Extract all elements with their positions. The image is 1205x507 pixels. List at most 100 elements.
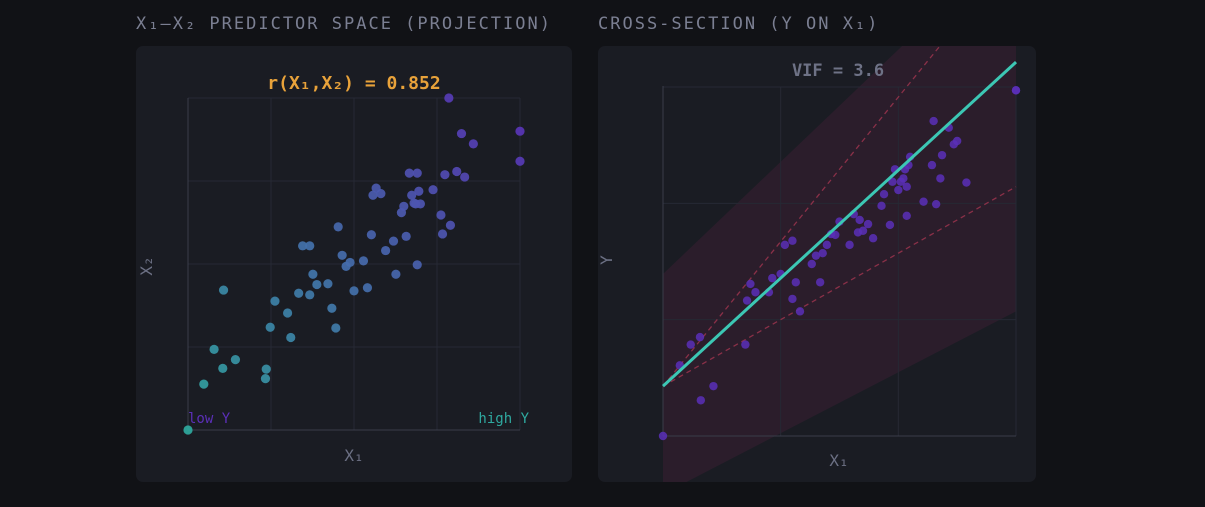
data-point xyxy=(333,222,343,232)
data-point xyxy=(929,116,938,126)
data-point xyxy=(260,374,271,384)
regression-fit-line xyxy=(661,60,1018,388)
data-point xyxy=(183,425,193,435)
data-point xyxy=(885,220,895,230)
data-point xyxy=(230,355,241,365)
left-chart-title: X₁–X₂ PREDICTOR SPACE (PROJECTION) xyxy=(136,14,552,34)
data-point xyxy=(515,126,525,136)
data-point xyxy=(807,259,816,269)
data-point xyxy=(894,185,903,195)
data-point xyxy=(863,219,873,229)
upper-slope-line xyxy=(662,46,941,387)
data-point xyxy=(919,197,928,206)
data-point xyxy=(746,279,755,289)
data-point xyxy=(456,128,467,139)
right-x-axis-label: X₁ xyxy=(829,451,848,470)
data-point xyxy=(440,170,450,180)
data-point xyxy=(218,285,229,295)
lower-slope-line xyxy=(662,186,1017,387)
data-point xyxy=(460,172,470,182)
data-point xyxy=(927,160,937,170)
data-point xyxy=(414,186,424,196)
data-point xyxy=(902,182,911,191)
data-point xyxy=(401,231,411,241)
data-point xyxy=(327,303,337,313)
left-y-axis-label: X₂ xyxy=(137,256,156,275)
data-point xyxy=(452,166,462,177)
data-point xyxy=(209,344,219,354)
data-point xyxy=(831,230,840,240)
data-point xyxy=(437,229,448,239)
data-point xyxy=(381,245,391,256)
right-chart-title: CROSS-SECTION (Y ON X₁) xyxy=(598,14,880,34)
data-point xyxy=(349,286,359,296)
data-point xyxy=(768,273,777,283)
data-point xyxy=(949,140,959,149)
data-point xyxy=(283,308,293,318)
data-point xyxy=(658,431,668,441)
data-point xyxy=(815,278,825,287)
data-point xyxy=(368,190,378,200)
data-point xyxy=(445,220,456,230)
data-point xyxy=(742,296,752,305)
data-point xyxy=(294,288,304,298)
data-point xyxy=(308,269,318,279)
data-point xyxy=(305,290,315,300)
correlation-annotation: r(X₁,X₂) = 0.852 xyxy=(267,73,440,94)
data-point xyxy=(265,322,275,332)
data-point xyxy=(337,250,347,260)
data-point xyxy=(515,156,525,166)
data-point xyxy=(407,190,417,200)
data-point xyxy=(331,323,341,333)
data-point xyxy=(855,215,864,225)
predictor-space-chart: r(X₁,X₂) = 0.852 low Y high Y X₁ X₂ xyxy=(137,73,530,465)
left-x-axis-label: X₁ xyxy=(344,446,363,465)
data-point xyxy=(936,174,945,183)
data-point xyxy=(845,240,854,250)
data-point xyxy=(686,340,695,349)
data-point xyxy=(709,381,718,391)
data-point xyxy=(751,288,760,297)
data-point xyxy=(818,248,827,258)
legend-low-y: low Y xyxy=(188,411,231,427)
predictor-space-panel: r(X₁,X₂) = 0.852 low Y high Y X₁ X₂ xyxy=(136,46,572,482)
data-point xyxy=(412,168,422,178)
data-point xyxy=(298,241,308,251)
data-point xyxy=(788,294,797,304)
data-point xyxy=(899,174,908,183)
cross-section-chart: VIF = 3.6 X₁ Y xyxy=(598,46,1021,482)
data-point xyxy=(811,251,821,260)
data-point xyxy=(902,211,911,220)
vif-annotation: VIF = 3.6 xyxy=(792,61,884,81)
data-point xyxy=(261,364,271,374)
data-point xyxy=(858,226,868,235)
data-point xyxy=(305,241,315,251)
data-point xyxy=(388,236,399,246)
data-point xyxy=(696,396,706,405)
left-points xyxy=(183,93,525,435)
data-point xyxy=(1011,86,1021,95)
data-point xyxy=(404,168,414,178)
data-point xyxy=(345,257,355,268)
data-point xyxy=(286,332,296,343)
data-point xyxy=(428,185,438,195)
right-y-axis-label: Y xyxy=(598,255,616,265)
data-point xyxy=(877,201,886,211)
data-point xyxy=(444,93,454,103)
data-point xyxy=(399,201,409,211)
data-point xyxy=(822,240,832,250)
data-point xyxy=(415,199,425,209)
data-point xyxy=(391,269,401,279)
data-point xyxy=(937,150,947,160)
cross-section-panel: VIF = 3.6 X₁ Y xyxy=(598,46,1036,482)
data-point xyxy=(741,340,750,349)
right-points xyxy=(658,86,1021,441)
data-point xyxy=(312,279,322,290)
data-point xyxy=(791,278,800,287)
data-point xyxy=(358,256,369,266)
data-point xyxy=(366,230,376,240)
legend-high-y: high Y xyxy=(478,411,529,427)
data-point xyxy=(931,199,941,209)
right-grid xyxy=(663,86,1017,436)
data-point xyxy=(323,279,333,289)
